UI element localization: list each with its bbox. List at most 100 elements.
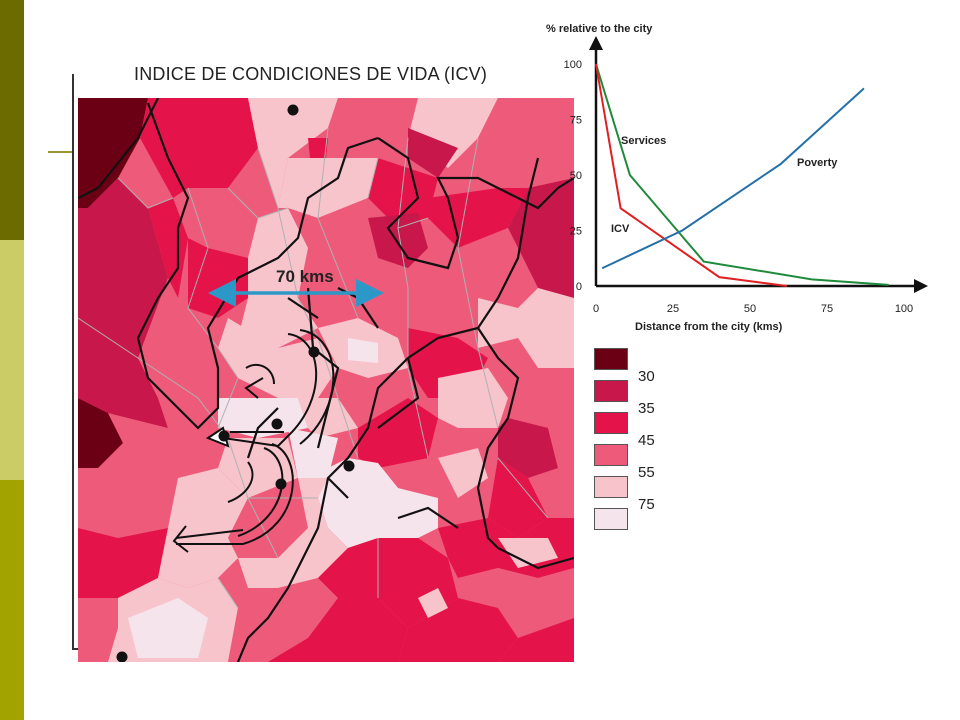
x-tick-label: 75 bbox=[821, 303, 833, 315]
city-dot bbox=[271, 418, 283, 430]
map-region bbox=[78, 178, 168, 443]
series-label-services: Services bbox=[621, 135, 666, 147]
legend-swatch bbox=[594, 412, 628, 434]
map-region bbox=[368, 158, 438, 228]
distance-chart: 0 25 50 75 100 0 25 50 75 100 % relative to the ci… bbox=[546, 23, 928, 333]
frame-line bbox=[72, 74, 74, 650]
map-region bbox=[418, 588, 448, 618]
legend-label: 75 bbox=[638, 496, 655, 513]
legend-swatch bbox=[594, 444, 628, 466]
city-dot bbox=[308, 346, 320, 358]
chart-labels: 0 25 50 75 100 0 25 50 75 100 % relative to the ci… bbox=[546, 23, 913, 333]
map-region bbox=[78, 468, 178, 538]
city-dot bbox=[287, 104, 299, 116]
map-region bbox=[498, 418, 558, 478]
city-dot bbox=[275, 478, 287, 490]
map-region bbox=[408, 128, 458, 178]
map-region bbox=[228, 578, 338, 662]
map-region bbox=[518, 288, 574, 368]
map-region bbox=[438, 448, 488, 498]
x-tick-label: 100 bbox=[895, 303, 913, 315]
y-tick-label: 0 bbox=[576, 281, 582, 293]
map-title: INDICE DE CONDICIONES DE VIDA (ICV) bbox=[134, 64, 488, 84]
map-region bbox=[238, 298, 318, 348]
series-line-poverty bbox=[601, 87, 865, 270]
legend-label: 35 bbox=[638, 400, 655, 417]
map-region bbox=[248, 98, 338, 208]
x-axis-arrowhead bbox=[914, 279, 928, 293]
legend-label: 45 bbox=[638, 432, 655, 449]
legend-swatch bbox=[594, 380, 628, 402]
map-region bbox=[78, 398, 123, 468]
map-region bbox=[488, 358, 574, 428]
distance-label: 70 kms bbox=[276, 267, 334, 286]
legend-swatch bbox=[594, 476, 628, 498]
sidebar-stripe-bottom bbox=[0, 480, 24, 720]
legend-swatch bbox=[594, 348, 628, 370]
map-region bbox=[318, 458, 438, 548]
map-region bbox=[498, 618, 574, 662]
map-region bbox=[498, 538, 558, 568]
series-label-poverty: Poverty bbox=[797, 157, 838, 169]
map-region bbox=[278, 158, 378, 218]
x-tick-label: 25 bbox=[667, 303, 679, 315]
map-region bbox=[438, 368, 508, 428]
migration-arrows bbox=[172, 329, 335, 553]
chart-axes bbox=[589, 36, 928, 293]
x-tick-label: 0 bbox=[593, 303, 599, 315]
map-region bbox=[478, 98, 574, 188]
decorative-line bbox=[48, 151, 74, 153]
map-region bbox=[488, 458, 548, 538]
x-tick-label: 50 bbox=[744, 303, 756, 315]
frame-line-bottom bbox=[72, 648, 78, 650]
series-line-services bbox=[595, 63, 889, 286]
map-region bbox=[128, 598, 208, 658]
map-region bbox=[148, 198, 188, 298]
map-region bbox=[368, 213, 428, 268]
map-region bbox=[348, 338, 378, 363]
y-tick-label: 25 bbox=[570, 226, 582, 238]
map-region bbox=[358, 398, 438, 468]
x-axis-label: Distance from the city (kms) bbox=[635, 321, 783, 333]
map-region bbox=[478, 298, 518, 348]
sidebar-stripe-middle bbox=[0, 240, 24, 480]
legend-swatch bbox=[594, 508, 628, 530]
map-region bbox=[308, 138, 328, 158]
map-region bbox=[288, 428, 338, 478]
map-region bbox=[78, 528, 168, 598]
chart-series bbox=[595, 63, 889, 287]
map-region bbox=[78, 98, 148, 208]
map-region bbox=[548, 428, 574, 518]
icv-map: 70 kms bbox=[78, 98, 574, 662]
sidebar-stripe-top bbox=[0, 0, 24, 240]
map-region bbox=[238, 528, 348, 588]
city-dot bbox=[218, 430, 230, 442]
series-line-icv bbox=[595, 63, 788, 287]
series-label-icv: ICV bbox=[611, 223, 630, 235]
map-region bbox=[508, 178, 574, 298]
map-region bbox=[408, 228, 538, 308]
map-region bbox=[428, 188, 528, 248]
map-region bbox=[138, 278, 208, 428]
y-tick-label: 100 bbox=[564, 59, 582, 71]
legend-label: 55 bbox=[638, 464, 655, 481]
y-axis-arrowhead bbox=[589, 36, 603, 50]
map-region bbox=[328, 98, 418, 158]
legend-label: 30 bbox=[638, 368, 655, 385]
map-region bbox=[268, 598, 408, 662]
map-region bbox=[218, 398, 308, 438]
city-markers bbox=[116, 104, 355, 662]
map-region bbox=[140, 98, 258, 198]
map-region bbox=[398, 598, 518, 662]
province-borders bbox=[78, 98, 574, 662]
y-axis-label: % relative to the city bbox=[546, 23, 653, 35]
map-region bbox=[108, 398, 218, 478]
map-region bbox=[218, 318, 338, 398]
city-dot bbox=[116, 651, 128, 662]
map-region bbox=[458, 568, 574, 638]
map-region bbox=[298, 398, 358, 438]
city-dot bbox=[343, 460, 355, 472]
map-region bbox=[168, 468, 248, 538]
y-tick-label: 75 bbox=[570, 115, 582, 127]
y-tick-label: 50 bbox=[570, 170, 582, 182]
